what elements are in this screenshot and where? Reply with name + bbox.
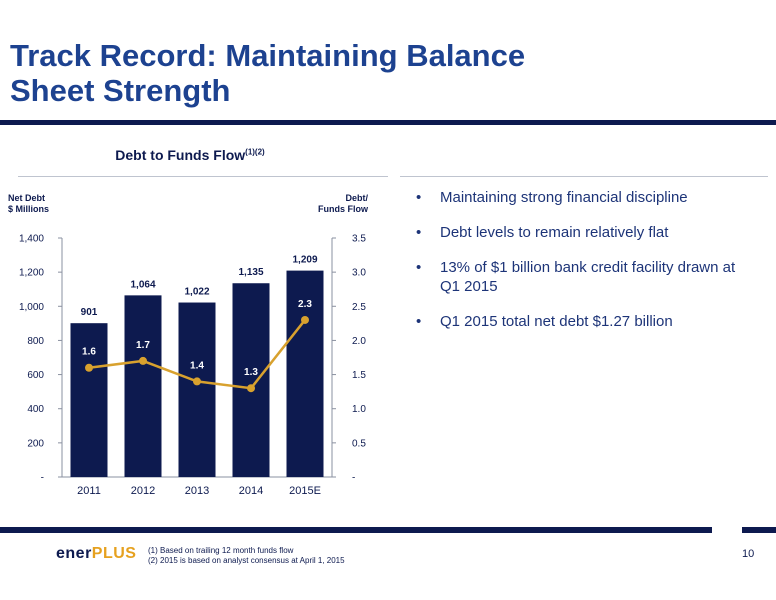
right-axis-label-line-1: Debt/ xyxy=(345,193,369,203)
x-axis-tick-label: 2015E xyxy=(289,485,321,497)
chart-header-divider xyxy=(18,176,388,177)
line-value-label: 1.7 xyxy=(136,340,150,351)
line-point xyxy=(139,356,147,365)
chart-title-superscript: (1)(2) xyxy=(245,147,265,157)
logo-accent-text: PLUS xyxy=(91,545,137,562)
key-points-list: • Maintaining strong financial discipline… xyxy=(414,188,759,347)
bullet-text: Maintaining strong financial discipline xyxy=(440,189,688,206)
footer-divider-right xyxy=(742,527,776,533)
bullet-icon: • xyxy=(416,259,422,276)
enerplus-logo: enerPLUS xyxy=(56,545,136,563)
line-value-label: 1.3 xyxy=(244,367,258,378)
bar xyxy=(70,323,108,477)
line-value-label: 1.6 xyxy=(82,347,96,358)
bullet-item: • 13% of $1 billion bank credit facility … xyxy=(414,258,759,296)
footnote-2: (2) 2015 is based on analyst consensus a… xyxy=(148,556,345,565)
line-point xyxy=(85,363,93,372)
bar-value-label: 1,209 xyxy=(292,255,317,266)
x-axis-tick-label: 2011 xyxy=(77,485,101,497)
footnote-1: (1) Based on trailing 12 month funds flo… xyxy=(148,546,294,555)
right-axis-tick-label: 0.5 xyxy=(352,438,366,449)
x-axis-tick-label: 2012 xyxy=(131,485,155,497)
footer-divider-left xyxy=(0,527,712,533)
logo-main-text: ener xyxy=(56,545,92,562)
footnotes: (1) Based on trailing 12 month funds flo… xyxy=(148,546,345,566)
left-axis-tick-label: 1,000 xyxy=(19,302,44,313)
bullet-item: • Debt levels to remain relatively flat xyxy=(414,223,759,242)
line-value-label: 1.4 xyxy=(190,360,204,371)
left-axis-tick-label: - xyxy=(41,473,44,484)
right-axis-tick-label: 3.5 xyxy=(352,234,366,245)
slide-title: Track Record: Maintaining Balance Sheet … xyxy=(10,38,525,108)
debt-to-funds-flow-chart: - 200 400 600 800 1,000 1,200 1,400 - 0.5 1.0 1.5 2.… xyxy=(19,234,366,498)
bullet-icon: • xyxy=(416,189,422,206)
bar xyxy=(286,270,324,477)
right-axis-tick-label: - xyxy=(352,473,355,484)
bullet-item: • Maintaining strong financial discipline xyxy=(414,188,759,207)
chart-title-text: Debt to Funds Flow xyxy=(115,147,246,163)
left-axis-tick-label: 1,400 xyxy=(19,234,44,245)
x-axis-tick-label: 2014 xyxy=(239,485,263,497)
slide-title-line-1: Track Record: Maintaining Balance xyxy=(10,38,526,73)
right-axis-tick-label: 3.0 xyxy=(352,268,366,279)
left-axis-tick-label: 1,200 xyxy=(19,268,44,279)
right-axis-label-line-2: Funds Flow xyxy=(318,204,368,214)
line-point xyxy=(193,377,201,386)
bar-value-label: 1,064 xyxy=(130,279,155,290)
right-axis-label: Debt/ Funds Flow xyxy=(296,193,368,215)
chart-title: Debt to Funds Flow(1)(2) xyxy=(62,147,318,163)
right-axis-tick-label: 2.0 xyxy=(352,336,366,347)
line-point xyxy=(247,384,255,393)
bar-value-label: 1,135 xyxy=(238,267,263,278)
bullet-text: Q1 2015 total net debt $1.27 billion xyxy=(440,313,673,330)
left-axis-label-line-2: $ Millions xyxy=(8,204,50,214)
bullets-header-divider xyxy=(400,176,768,177)
title-divider xyxy=(0,120,776,125)
page-number: 10 xyxy=(742,548,755,560)
bullet-text: Debt levels to remain relatively flat xyxy=(440,224,669,241)
bar xyxy=(124,295,162,477)
bullet-item: • Q1 2015 total net debt $1.27 billion xyxy=(414,312,759,331)
line-value-label: 2.3 xyxy=(298,299,312,310)
bar-value-label: 1,022 xyxy=(184,287,209,298)
bullet-icon: • xyxy=(416,224,422,241)
left-axis-tick-label: 600 xyxy=(27,370,44,381)
bar xyxy=(232,283,270,477)
right-axis-tick-label: 1.0 xyxy=(352,404,366,415)
slide-title-line-2: Sheet Strength xyxy=(10,73,231,108)
x-axis-tick-label: 2013 xyxy=(185,485,209,497)
line-point xyxy=(301,315,309,324)
right-axis-tick-label: 1.5 xyxy=(352,370,366,381)
bar-value-label: 901 xyxy=(81,307,98,318)
bullet-icon: • xyxy=(416,313,422,330)
left-axis-label-line-1: Net Debt xyxy=(8,193,46,203)
left-axis-label: Net Debt $ Millions xyxy=(8,193,49,215)
bar xyxy=(178,302,216,477)
right-axis-tick-label: 2.5 xyxy=(352,302,366,313)
left-axis-tick-label: 200 xyxy=(27,438,44,449)
bullet-text: 13% of $1 billion bank credit facility d… xyxy=(440,259,736,295)
left-axis-tick-label: 400 xyxy=(27,404,44,415)
left-axis-tick-label: 800 xyxy=(27,336,44,347)
